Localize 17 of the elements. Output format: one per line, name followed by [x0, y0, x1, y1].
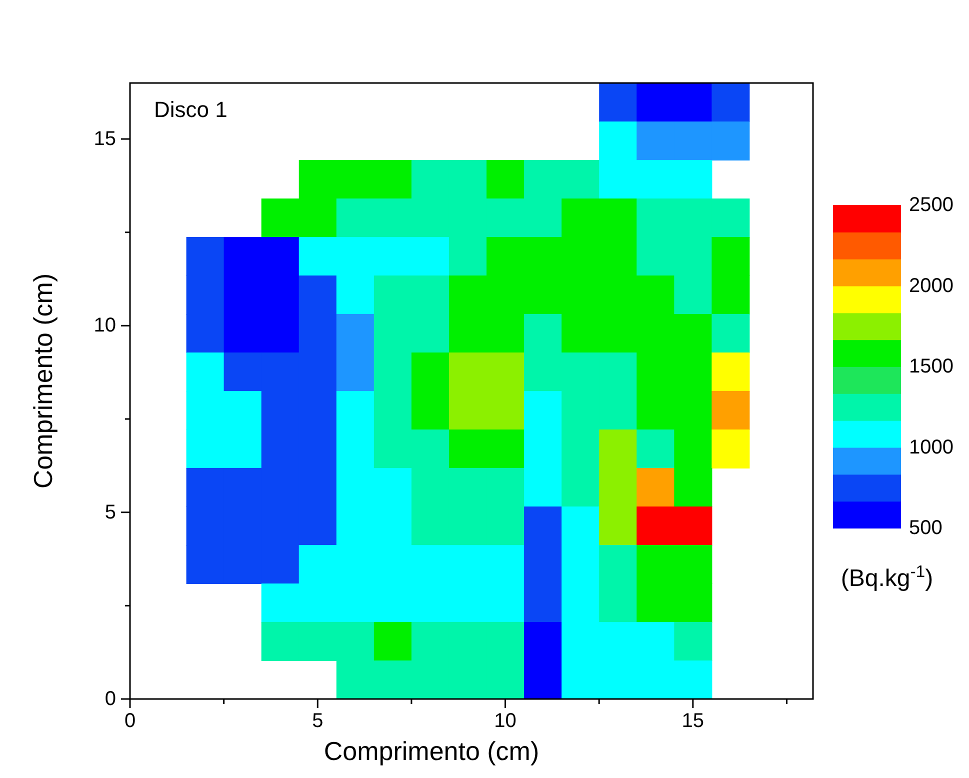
x-tick-label: 15 [682, 710, 704, 732]
y-tick-label: 10 [94, 314, 116, 337]
y-axis-title: Comprimento (cm) [28, 273, 58, 489]
x-tick-label: 10 [494, 710, 516, 732]
x-tick-label: 0 [124, 710, 136, 732]
color-bar-title: (Bq.kg$^{-1}$) [840, 562, 934, 592]
color-bar-label: 500 [909, 517, 942, 539]
color-bar-label: 2500 [909, 194, 954, 216]
y-tick-label: 0 [104, 688, 116, 710]
y-tick-label: 15 [94, 128, 116, 150]
color-bar-label: 1500 [909, 356, 954, 378]
color-bar-label: 1000 [909, 436, 954, 458]
x-axis-title: Comprimento (cm) [324, 736, 540, 766]
y-tick-label: 5 [104, 501, 116, 524]
x-tick-label: 5 [312, 710, 324, 732]
annotation: Disco 1 [154, 97, 228, 122]
color-bar-label: 2000 [909, 274, 954, 297]
